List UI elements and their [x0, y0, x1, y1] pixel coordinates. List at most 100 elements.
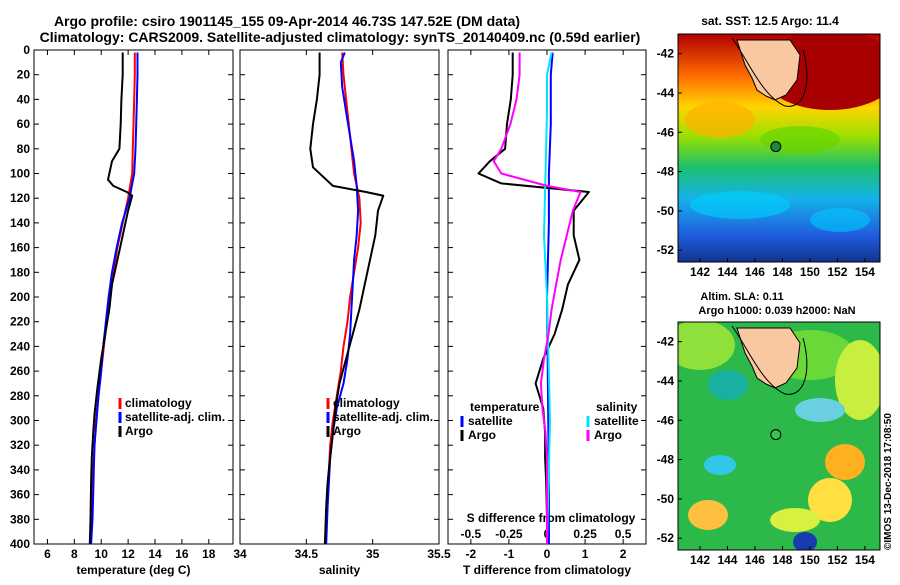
- map-lon-label: 146: [745, 553, 765, 567]
- y-tick-label: 80: [17, 142, 31, 156]
- legend-label: satellite: [468, 414, 513, 428]
- legend-label: Argo: [594, 428, 622, 442]
- x-tick-label: 34: [233, 547, 247, 561]
- legend-heading-salinity: salinity: [596, 400, 638, 414]
- legend-label: satellite: [594, 414, 639, 428]
- y-tick-label: 140: [10, 216, 30, 230]
- sla-patch: [835, 340, 880, 420]
- map-lon-label: 144: [717, 553, 737, 567]
- map-lat-label: -50: [657, 492, 675, 506]
- series-line-satellite-adj-clim-: [90, 52, 139, 545]
- y-tick-label: 300: [10, 414, 30, 428]
- x-tick-label: 16: [175, 547, 189, 561]
- sla-patch: [770, 508, 820, 532]
- title-line-2: Climatology: CARS2009. Satellite-adjuste…: [40, 29, 641, 45]
- sla-patch: [825, 444, 865, 480]
- y-tick-label: 160: [10, 241, 30, 255]
- plot-frame: [239, 49, 440, 545]
- x-tick-label: 6: [44, 547, 51, 561]
- argo-float-marker: [770, 141, 782, 153]
- y-tick-label: 360: [10, 488, 30, 502]
- sla-patch: [795, 398, 845, 422]
- y-tick-label: 180: [10, 265, 30, 279]
- map-lat-label: -42: [657, 335, 675, 349]
- x-tick-label: -2: [466, 547, 477, 561]
- x-axis-label: salinity: [319, 563, 361, 577]
- x-tick-label: 2: [620, 547, 627, 561]
- legend-label: satellite-adj. clim.: [333, 410, 433, 424]
- y-tick-label: 260: [10, 364, 30, 378]
- y-tick-label: 20: [17, 68, 31, 82]
- map-lon-label: 142: [690, 265, 710, 279]
- x-axis-label: temperature (deg C): [76, 563, 190, 577]
- x-tick-label: 10: [95, 547, 109, 561]
- map-lat-label: -44: [657, 374, 675, 388]
- map-lon-label: 146: [745, 265, 765, 279]
- map-lon-label: 150: [800, 265, 820, 279]
- legend-label: climatology: [125, 396, 192, 410]
- map-lat-label: -50: [657, 204, 675, 218]
- difference-panel: -2 -1 0 1 2 T difference from climatology -0.5…: [447, 49, 647, 577]
- y-tick-label: 320: [10, 438, 30, 452]
- x2-axis-label: S difference from climatology: [467, 511, 636, 525]
- x-tick-label: 35.5: [427, 547, 451, 561]
- sla-patch: [793, 532, 817, 550]
- sst-patch: [690, 191, 790, 219]
- x-tick-label: 1: [582, 547, 589, 561]
- x2-tick-label: 0.5: [615, 527, 632, 541]
- x-tick-label: 8: [71, 547, 78, 561]
- y-tick-label: 280: [10, 389, 30, 403]
- sst-map-frame: [677, 33, 881, 263]
- map-lon-label: 154: [855, 265, 875, 279]
- x2-tick-label: -0.25: [495, 527, 523, 541]
- map-lat-label: -48: [657, 165, 675, 179]
- map-lat-label: -44: [657, 86, 675, 100]
- sla-patch: [678, 322, 735, 370]
- x-tick-label: 14: [148, 547, 162, 561]
- sla-map-title-line-1: Altim. SLA: 0.11: [700, 291, 783, 303]
- map-lon-label: 152: [827, 553, 847, 567]
- map-lat-label: -48: [657, 453, 675, 467]
- sla-patch: [708, 370, 748, 400]
- y-tick-label: 200: [10, 290, 30, 304]
- legend-label: Argo: [333, 424, 361, 438]
- sla-map-title-line-2: Argo h1000: 0.039 h2000: NaN: [698, 305, 855, 317]
- y-tick-label: 60: [17, 117, 31, 131]
- y-tick-label: 240: [10, 339, 30, 353]
- sst-map: [678, 34, 880, 262]
- x-axis-label: T difference from climatology: [463, 563, 631, 577]
- y-tick-label: 0: [23, 43, 30, 57]
- x-tick-label: -1: [504, 547, 515, 561]
- map-lon-label: 142: [690, 553, 710, 567]
- sst-map-title: sat. SST: 12.5 Argo: 11.4: [701, 14, 839, 28]
- x-tick-label: 35: [366, 547, 380, 561]
- series-line-argo: [88, 52, 134, 545]
- x-tick-label: 0: [544, 547, 551, 561]
- series-line-s-argo: [492, 52, 582, 544]
- map-lon-label: 154: [855, 553, 875, 567]
- y-tick-label: 400: [10, 537, 30, 551]
- series-line-argo: [309, 52, 385, 545]
- legend-label: Argo: [468, 428, 496, 442]
- legend-label: satellite-adj. clim.: [125, 410, 225, 424]
- map-lat-label: -42: [657, 47, 675, 61]
- map-axes: 142 144 146 148 150 152 154 -42 -44 -46 -48 -50 -52 1…: [657, 47, 876, 567]
- y-tick-label: 220: [10, 315, 30, 329]
- map-lon-label: 148: [772, 265, 792, 279]
- sla-contour: [731, 325, 808, 395]
- legend-label: climatology: [333, 396, 400, 410]
- map-lon-label: 148: [772, 553, 792, 567]
- salinity-panel: 34 34.5 35 35.5 salinity climatologysatellite…: [233, 49, 451, 577]
- x-tick-label: 12: [121, 547, 135, 561]
- sla-patch: [688, 500, 728, 530]
- y-tick-label: 40: [17, 92, 31, 106]
- sla-patch: [704, 455, 736, 475]
- sla-map-frame: [677, 321, 881, 551]
- map-lat-label: -52: [657, 531, 675, 545]
- y-tick-label: 380: [10, 512, 30, 526]
- sst-patch: [685, 102, 755, 138]
- title-line-1: Argo profile: csiro 1901145_155 09-Apr-2…: [54, 13, 520, 29]
- sst-contour: [731, 37, 808, 107]
